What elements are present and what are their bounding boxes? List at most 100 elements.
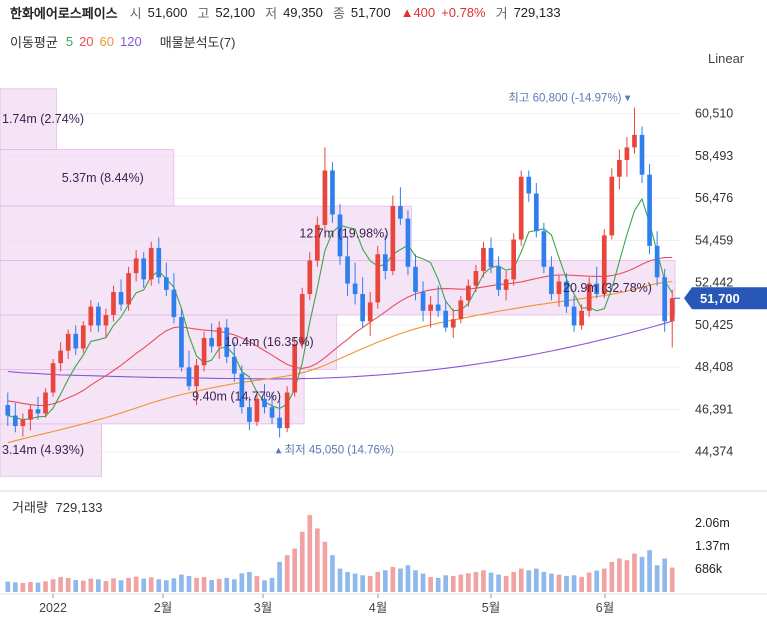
volume-bar xyxy=(28,581,33,592)
volume-bar xyxy=(564,575,569,592)
current-price-label: 51,700 xyxy=(700,291,740,306)
volume-bar xyxy=(518,568,524,592)
candle-body xyxy=(148,247,154,280)
close-label: 종 xyxy=(332,5,345,21)
candle-body xyxy=(375,254,381,303)
candle-body xyxy=(413,266,418,292)
candle-body xyxy=(80,325,86,349)
volume-bar xyxy=(65,577,71,592)
volume-bar xyxy=(428,576,433,592)
volume-bar xyxy=(382,570,388,592)
candle-body xyxy=(382,254,388,271)
candle-body xyxy=(156,247,162,278)
volume-bar xyxy=(73,579,79,592)
volume-panel-title: 거래량 729,133 xyxy=(12,497,103,516)
volume-bar xyxy=(231,579,237,592)
candle-body xyxy=(171,289,177,318)
volume-bar xyxy=(526,570,532,592)
volume-profile-label: 10.4m (16.35%) xyxy=(225,335,314,349)
volume-bar xyxy=(201,576,207,592)
candle-body xyxy=(428,304,433,311)
volume-bar xyxy=(35,582,41,592)
ma5-label[interactable]: 5 xyxy=(65,34,74,49)
volume-bar xyxy=(96,579,101,592)
candle-body xyxy=(337,214,343,257)
volume-bar xyxy=(352,573,358,592)
y-tick-label: 46,391 xyxy=(695,402,733,416)
volume-bar xyxy=(224,577,230,592)
moving-average-legend: 이동평균 5 20 60 120 매물분석도(7) xyxy=(10,32,235,51)
ma-legend-title[interactable]: 이동평균 xyxy=(10,35,58,50)
stock-header: 한화에어로스페이스 시 51,600 고 52,100 저 49,350 종 5… xyxy=(10,2,565,22)
volume-bar xyxy=(5,581,11,592)
low-price: 49,350 xyxy=(283,4,323,20)
candle-body xyxy=(647,174,652,246)
candle-body xyxy=(141,258,147,280)
y-tick-label: 54,459 xyxy=(695,233,733,247)
volume-profile-bar xyxy=(0,149,175,207)
volume-bar xyxy=(126,577,131,592)
volume-bar xyxy=(488,572,494,592)
candle-body xyxy=(511,239,517,280)
candle-body xyxy=(330,170,335,215)
y-tick-label: 56,476 xyxy=(695,191,733,205)
candle-body xyxy=(367,302,373,322)
candle-body xyxy=(50,363,56,393)
volume-bar xyxy=(179,574,184,592)
volume-bar xyxy=(466,573,471,592)
volume-bar xyxy=(405,565,411,592)
volume-profile-label: 20.9m (32.78%) xyxy=(563,281,652,295)
volume-bar xyxy=(50,579,56,592)
candle-body xyxy=(654,245,660,278)
candle-body xyxy=(269,407,275,418)
candle-body xyxy=(503,279,509,290)
volume-bar xyxy=(307,515,313,592)
stock-name: 한화에어로스페이스 xyxy=(10,5,118,21)
candle-body xyxy=(262,398,267,408)
candle-body xyxy=(617,159,622,177)
volume-bar xyxy=(398,568,403,592)
candle-body xyxy=(473,271,479,286)
volume-bar xyxy=(209,579,214,592)
volume-bar xyxy=(654,565,660,592)
y-tick-label: 58,493 xyxy=(695,149,733,163)
candle-body xyxy=(639,134,645,175)
candle-body xyxy=(624,147,630,160)
ma20-label[interactable]: 20 xyxy=(79,34,94,49)
scale-toggle[interactable]: Linear xyxy=(708,51,745,66)
volume-bar xyxy=(556,574,562,592)
candle-body xyxy=(5,405,11,416)
ma20-line xyxy=(7,256,673,407)
ma60-label[interactable]: 60 xyxy=(99,34,115,49)
current-price-tag xyxy=(684,287,767,310)
candle-body xyxy=(20,419,26,427)
candle-body xyxy=(73,333,79,349)
volume-profile-label: 5.37m (8.44%) xyxy=(62,171,144,185)
volume-profile-label: 12.7m (19.98%) xyxy=(299,226,388,240)
volume-bar xyxy=(239,573,245,592)
candle-body xyxy=(299,294,305,345)
volume-bar xyxy=(20,582,26,592)
volume-bar xyxy=(103,580,109,592)
candle-body xyxy=(390,206,396,271)
volume-profile-toggle[interactable]: 매물분석도(7) xyxy=(159,35,236,50)
volume-profile-label: 1.74m (2.74%) xyxy=(2,112,84,126)
volume-bar xyxy=(88,578,94,592)
candle-body xyxy=(216,327,222,347)
candle-body xyxy=(315,224,320,261)
candle-body xyxy=(632,134,637,148)
volume-bar xyxy=(624,560,630,592)
volume-panel-label: 거래량 xyxy=(12,500,48,515)
volume-bar xyxy=(12,582,18,592)
candle-body xyxy=(443,310,449,328)
candle-body xyxy=(209,338,214,347)
volume-bar xyxy=(284,555,290,592)
volume-profile-bar xyxy=(0,423,102,477)
volume-bar xyxy=(632,553,637,592)
candle-body xyxy=(526,176,532,194)
candle-body xyxy=(466,285,471,301)
x-tick-label: 3월 xyxy=(254,601,272,615)
volume-bar xyxy=(458,574,464,592)
ma120-label[interactable]: 120 xyxy=(120,34,142,49)
